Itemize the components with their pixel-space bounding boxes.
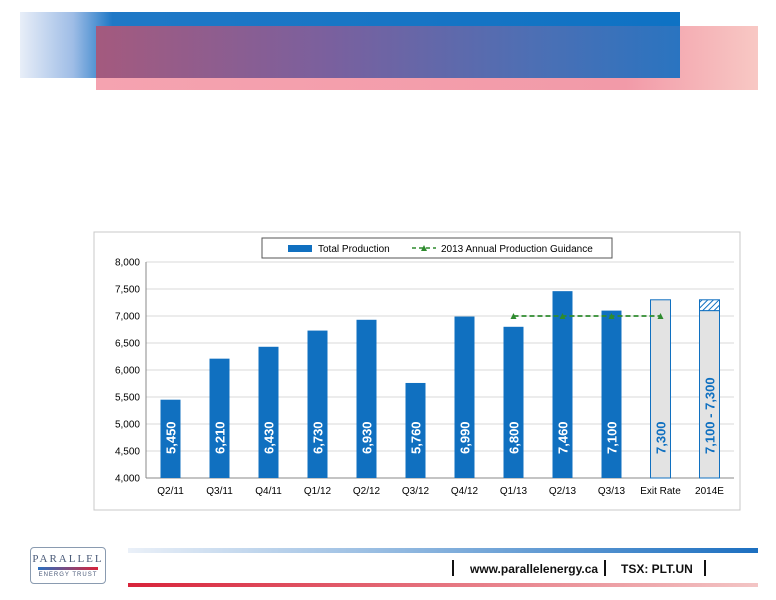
y-tick-label: 4,500 <box>115 447 140 458</box>
y-tick-label: 8,000 <box>115 258 140 269</box>
legend-swatch-total-production <box>288 245 312 252</box>
bar-data-label: 7,100 - 7,300 <box>703 377 718 454</box>
logo-wordmark: PARALLEL <box>32 553 104 565</box>
y-tick-label: 6,500 <box>115 339 140 350</box>
footer-rule-red <box>128 583 758 587</box>
bar <box>258 346 279 478</box>
x-tick-label: Q3/13 <box>598 486 626 497</box>
bar <box>160 399 181 478</box>
legend: Total Production 2013 Annual Production … <box>261 237 613 259</box>
x-tick-label: Q2/12 <box>353 486 381 497</box>
x-tick-label: Q4/12 <box>451 486 479 497</box>
guidance-point <box>510 313 517 319</box>
legend-label-total-production: Total Production <box>318 244 390 255</box>
bar-data-label: 6,730 <box>311 421 326 454</box>
x-tick-label: Q3/11 <box>206 486 233 497</box>
y-tick-label: 5,500 <box>115 393 140 404</box>
x-tick-label: Q2/13 <box>549 486 577 497</box>
y-tick-label: 6,000 <box>115 366 140 377</box>
bar-range-hatch <box>699 299 720 312</box>
bar-data-label: 6,430 <box>262 421 277 454</box>
footer-separator <box>452 560 454 576</box>
logo-subtitle: ENERGY TRUST <box>38 572 98 578</box>
bar <box>209 358 230 478</box>
guidance-line <box>510 313 664 319</box>
x-tick-label: Q4/11 <box>255 486 282 497</box>
bar <box>405 382 426 478</box>
bar <box>454 316 475 478</box>
website-link[interactable]: www.parallelenergy.ca <box>470 562 599 576</box>
bar-data-label: 6,800 <box>507 421 522 454</box>
logo-bar <box>38 567 98 570</box>
x-axis: Q2/11 Q3/11 Q4/11 Q1/12 Q2/12 Q3/12 Q4/12 Q1/13… <box>157 486 724 497</box>
ticker-symbol: TSX: PLT.UN <box>621 562 693 576</box>
bars: 5,450 6,210 6,430 6,730 6,930 5,760 6,990 6,800… <box>160 291 720 479</box>
legend-swatch-guidance-marker <box>421 245 427 251</box>
bar-data-label: 7,100 <box>605 421 620 454</box>
production-chart: 4,000 4,500 5,000 5,500 6,000 6,500 7,000 7,500… <box>93 231 741 511</box>
guidance-point <box>657 313 664 319</box>
y-tick-label: 7,500 <box>115 285 140 296</box>
legend-label-guidance: 2013 Annual Production Guidance <box>441 244 593 255</box>
bar-data-label: 6,210 <box>213 421 228 454</box>
y-tick-label: 4,000 <box>115 474 140 485</box>
x-tick-label: Q3/12 <box>402 486 430 497</box>
guidance-point <box>608 313 615 319</box>
bar <box>601 310 622 478</box>
y-tick-label: 7,000 <box>115 312 140 323</box>
footer-rule-blue <box>128 548 758 553</box>
bar-data-label: 6,990 <box>458 421 473 454</box>
header-banner-dark <box>96 26 680 78</box>
bar <box>307 330 328 478</box>
legend-box <box>261 237 613 259</box>
bar-data-label: 5,760 <box>409 421 424 454</box>
bar <box>356 319 377 478</box>
guidance-point <box>559 313 566 319</box>
footer-separator <box>704 560 706 576</box>
y-axis: 4,000 4,500 5,000 5,500 6,000 6,500 7,000 7,500… <box>115 258 147 485</box>
footer-separator <box>604 560 606 576</box>
x-tick-label: Exit Rate <box>640 486 681 497</box>
company-logo: PARALLEL ENERGY TRUST <box>30 547 106 584</box>
bar <box>650 299 671 479</box>
x-tick-label: Q2/11 <box>157 486 184 497</box>
bar-data-label: 6,930 <box>360 421 375 454</box>
bar-data-label: 5,450 <box>164 421 179 454</box>
bar <box>552 291 573 478</box>
x-tick-label: 2014E <box>695 486 724 497</box>
bar-data-label: 7,300 <box>654 421 669 454</box>
bar <box>503 326 524 478</box>
bar-data-label: 7,460 <box>556 421 571 454</box>
x-tick-label: Q1/12 <box>304 486 332 497</box>
x-tick-label: Q1/13 <box>500 486 528 497</box>
y-tick-label: 5,000 <box>115 420 140 431</box>
